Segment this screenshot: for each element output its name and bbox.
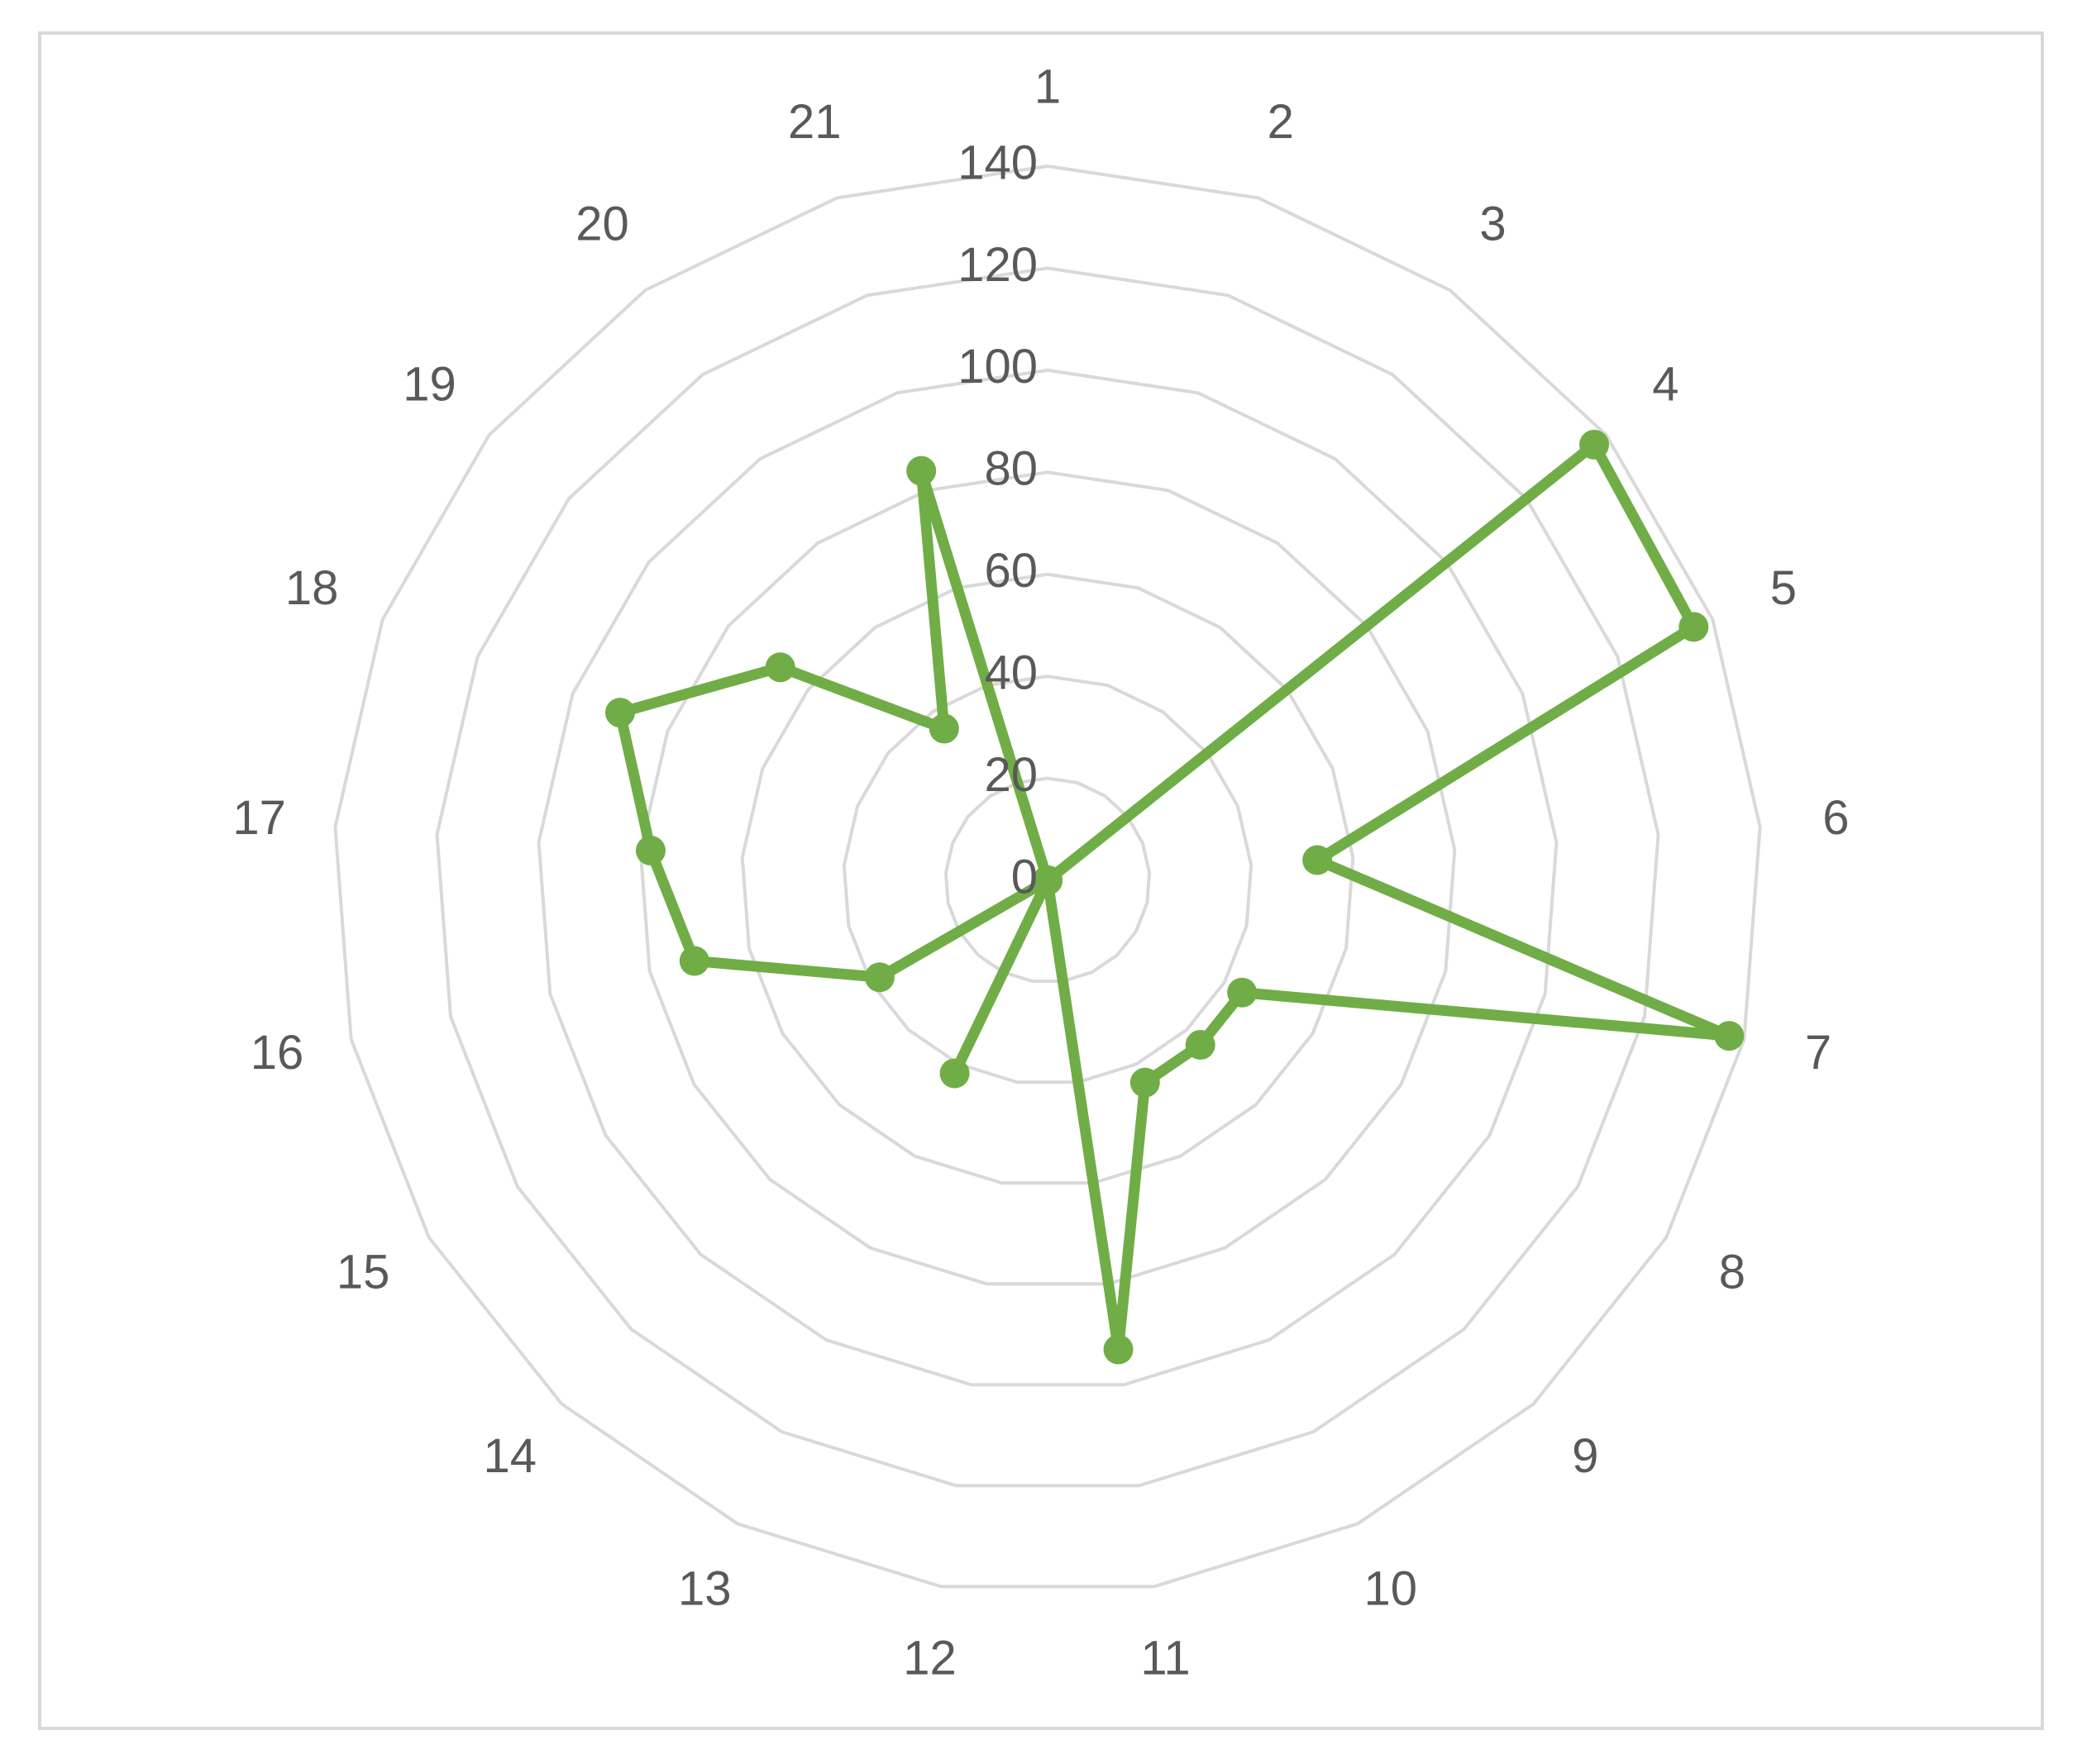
category-label: 17 bbox=[232, 791, 286, 845]
category-label: 7 bbox=[1805, 1026, 1831, 1080]
data-point bbox=[1678, 612, 1709, 642]
data-point bbox=[1302, 845, 1333, 875]
data-point bbox=[1185, 1030, 1215, 1061]
grid-ring bbox=[638, 470, 1457, 1286]
category-label: 4 bbox=[1652, 357, 1678, 411]
category-label: 6 bbox=[1822, 791, 1849, 845]
category-label: 1 bbox=[1034, 60, 1061, 113]
category-label: 5 bbox=[1770, 561, 1797, 615]
data-point bbox=[1227, 977, 1258, 1008]
category-label: 9 bbox=[1572, 1429, 1598, 1483]
data-point bbox=[1714, 1021, 1745, 1051]
series-line bbox=[614, 439, 1735, 1356]
grid-ring bbox=[842, 675, 1253, 1085]
category-label: 14 bbox=[483, 1429, 537, 1483]
y-tick-label: 60 bbox=[984, 544, 1038, 598]
grid-ring bbox=[740, 572, 1355, 1185]
data-point bbox=[679, 946, 709, 976]
y-tick-label: 20 bbox=[984, 748, 1038, 802]
data-point bbox=[635, 836, 666, 866]
grid-ring bbox=[333, 164, 1762, 1589]
category-label: 8 bbox=[1719, 1245, 1745, 1299]
category-label: 16 bbox=[251, 1026, 304, 1080]
grid-ring bbox=[435, 266, 1660, 1488]
data-point bbox=[1579, 429, 1610, 460]
category-label: 13 bbox=[678, 1562, 732, 1616]
data-point bbox=[604, 698, 635, 728]
y-tick-label: 120 bbox=[957, 238, 1038, 292]
data-point bbox=[1129, 1067, 1160, 1098]
category-label: 3 bbox=[1479, 197, 1506, 250]
category-label: 18 bbox=[285, 561, 339, 615]
category-label: 2 bbox=[1268, 95, 1294, 149]
grid-ring bbox=[537, 368, 1559, 1387]
y-tick-label: 100 bbox=[957, 340, 1038, 393]
data-point bbox=[939, 1058, 970, 1089]
category-label: 21 bbox=[788, 95, 842, 149]
data-point bbox=[864, 962, 895, 993]
grid-ring bbox=[943, 776, 1152, 984]
category-label: 12 bbox=[903, 1632, 957, 1685]
data-point bbox=[765, 652, 795, 683]
category-label: 10 bbox=[1364, 1562, 1418, 1616]
y-tick-label: 140 bbox=[957, 136, 1038, 189]
y-tick-label: 0 bbox=[1011, 850, 1038, 903]
category-label: 19 bbox=[403, 357, 456, 411]
data-point bbox=[1103, 1334, 1134, 1365]
data-point bbox=[929, 713, 959, 744]
y-tick-label: 40 bbox=[984, 646, 1038, 699]
category-label: 20 bbox=[575, 197, 629, 250]
category-label: 11 bbox=[1140, 1632, 1190, 1685]
category-label: 15 bbox=[337, 1245, 390, 1299]
data-point bbox=[1033, 865, 1062, 895]
data-point bbox=[906, 455, 937, 486]
y-tick-label: 80 bbox=[984, 442, 1038, 496]
